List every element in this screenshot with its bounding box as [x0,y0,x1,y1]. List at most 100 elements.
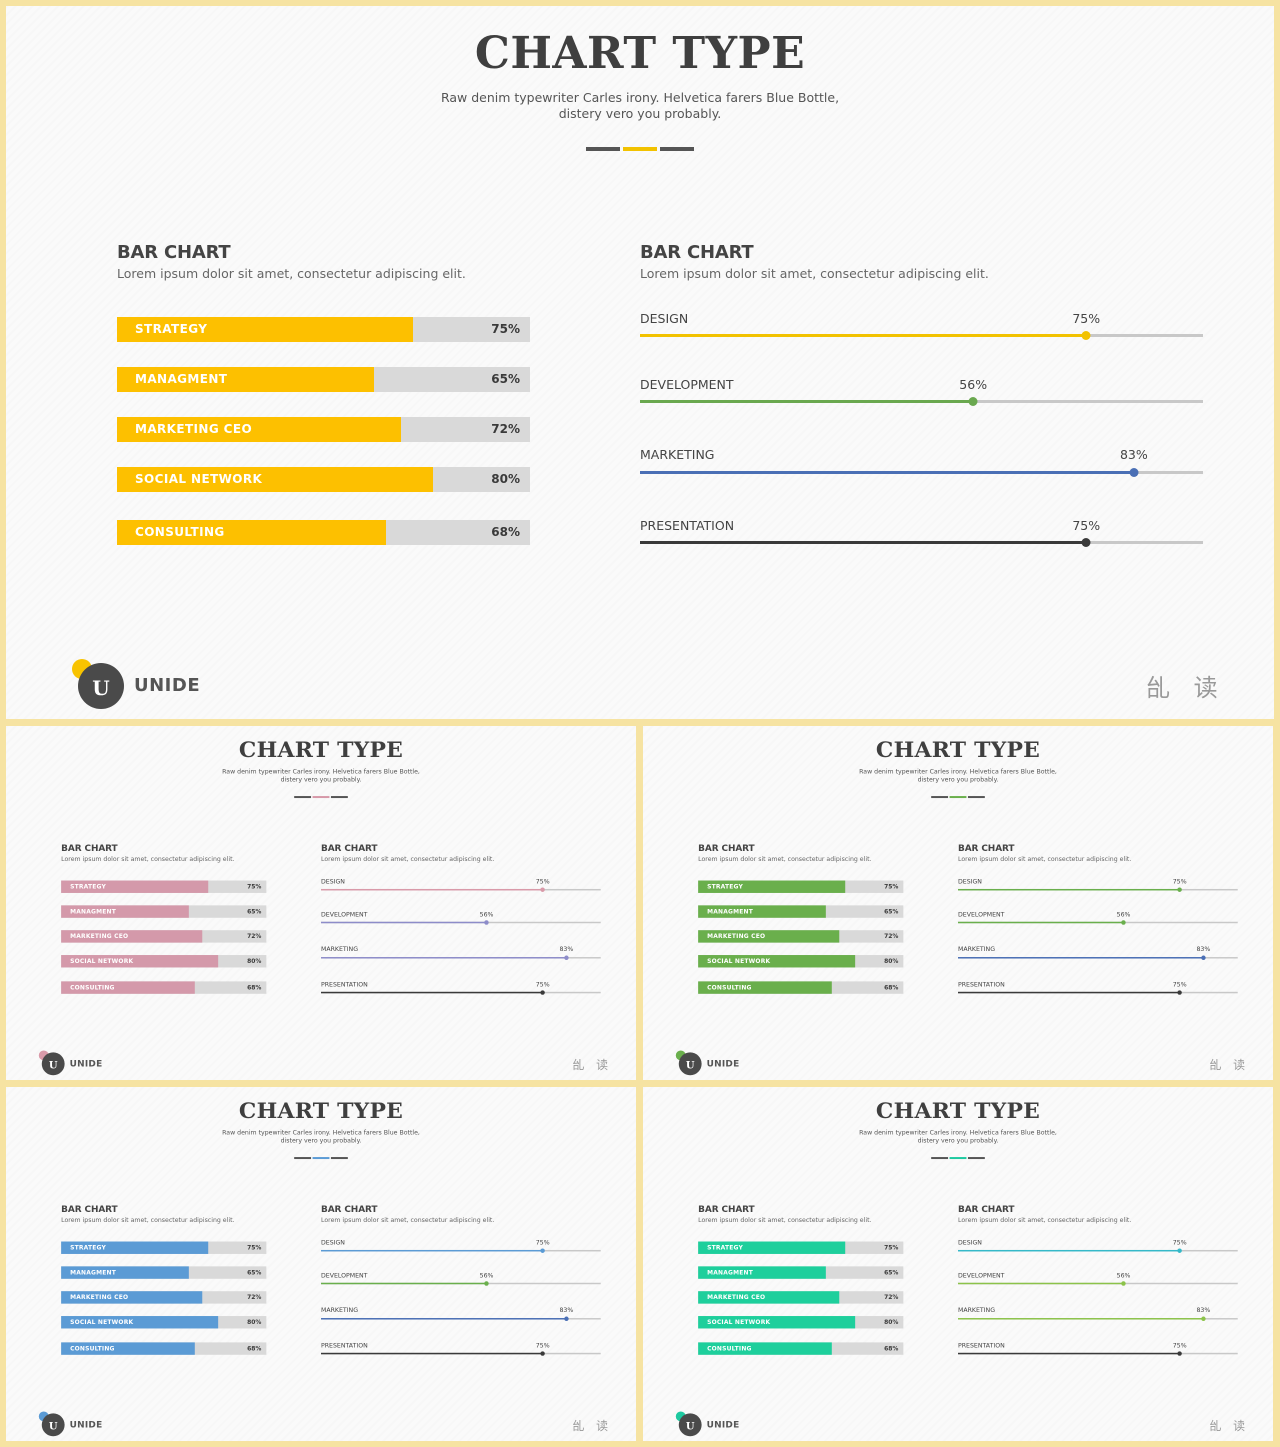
bar-label: SOCIAL NETWORK [707,1318,771,1326]
slider-label: DEVELOPMENT [321,910,368,918]
slider-track [640,397,1203,406]
bar-value-label: 68% [491,525,520,539]
slider-handle [1177,990,1182,995]
slider-handle [540,1351,545,1356]
bar [698,1266,826,1279]
divider-segment [586,147,620,151]
divider-segment [330,796,348,799]
left-panel-desc: Lorem ipsum dolor sit amet, consectetur … [61,1216,235,1224]
bar-track: MANAGMENT 65% [698,905,904,918]
slider-handle [1129,468,1139,477]
bar-value-label: 80% [884,957,899,965]
slider-label: DESIGN [640,311,689,326]
slider-fill [321,921,487,924]
slide-canvas: CHART TYPE Raw denim typewriter Carles ir… [6,6,1274,719]
slider-track [321,1248,601,1253]
slider-fill [321,888,543,891]
divider-segment [931,1157,949,1160]
bar-track: STRATEGY 75% [61,1241,267,1254]
slider-track [321,1351,601,1356]
bar-value-label: 80% [884,1318,899,1326]
slider-label: DEVELOPMENT [958,1271,1005,1279]
brand-name: UNIDE [706,1058,740,1069]
bar-value-label: 80% [247,1318,262,1326]
bar [61,930,203,943]
slider-fill [321,1249,543,1252]
bar-value-label: 68% [884,1344,899,1352]
logo-icon: U [678,1413,702,1437]
slider-track [958,920,1238,925]
slider-value-label: 75% [1172,877,1187,885]
slide-4: CHART TYPE Raw denim typewriter Carles ir… [6,1087,636,1441]
bar-value-label: 68% [247,983,262,991]
bar-track: MANAGMENT 65% [61,905,267,918]
slider-handle [540,887,545,892]
slider-label: DEVELOPMENT [958,910,1005,918]
left-panel-title: BAR CHART [61,1204,118,1215]
signature-text: 乨 读 [572,1057,612,1072]
bar-track: MANAGMENT 65% [117,367,530,392]
left-panel-title: BAR CHART [117,242,231,263]
bar-value-label: 72% [247,932,262,940]
bar-track: MARKETING CEO 72% [61,930,267,943]
divider-segment [967,796,985,799]
right-panel-title: BAR CHART [640,242,754,263]
slider-handle [540,990,545,995]
right-panel-desc: Lorem ipsum dolor sit amet, consectetur … [640,266,989,281]
slider-fill [640,541,1087,544]
bar-value-label: 68% [884,983,899,991]
slider-handle [564,955,569,961]
slide-canvas: CHART TYPE Raw denim typewriter Carles ir… [6,726,636,1080]
right-panel-desc: Lorem ipsum dolor sit amet, consectetur … [321,1216,495,1224]
bar [61,1266,189,1279]
bar-track: MANAGMENT 65% [698,1266,904,1279]
slider-handle [1121,920,1126,925]
bar-track: MARKETING CEO 72% [61,1291,267,1304]
bar-value-label: 65% [884,907,899,915]
slider-label: MARKETING [958,1306,996,1314]
bar-value-label: 72% [247,1293,262,1301]
bar [698,1342,832,1355]
slider-handle [564,1316,569,1322]
slider-label: DEVELOPMENT [321,1271,368,1279]
slider-handle [1121,1281,1126,1286]
bar-track: CONSULTING 68% [61,981,267,994]
slider-fill [321,1318,567,1320]
bar [61,955,219,968]
slider-value-label: 83% [1196,945,1211,953]
slider-handle [484,1281,489,1286]
divider-segment [949,1157,967,1160]
bar-label: CONSULTING [707,1344,752,1352]
slider-handle [484,920,489,925]
subtitle-line-1: Raw denim typewriter Carles irony. Helve… [859,767,1057,776]
bar-label: MARKETING CEO [70,1293,129,1301]
slide-2: CHART TYPE Raw denim typewriter Carles ir… [6,726,636,1080]
slider-fill [321,957,567,959]
bar [61,1342,195,1355]
slider-track [321,1281,601,1286]
slider-value-label: 83% [559,1306,574,1314]
slider-fill [958,1249,1180,1252]
left-panel-desc: Lorem ipsum dolor sit amet, consectetur … [117,266,466,281]
bar-label: MARKETING CEO [707,1293,766,1301]
bar-label: STRATEGY [70,1244,107,1251]
brand-name: UNIDE [706,1419,740,1430]
bar [117,417,402,442]
bar [61,1316,219,1329]
right-panel-desc: Lorem ipsum dolor sit amet, consectetur … [321,855,495,863]
bar-track: SOCIAL NETWORK 80% [698,955,904,968]
slider-fill [321,991,543,994]
page-title: CHART TYPE [238,1097,404,1124]
slider-label: DESIGN [321,1238,345,1246]
divider-segment [294,1157,312,1160]
divider-segment [330,1157,348,1160]
bar-track: MARKETING CEO 72% [117,417,530,442]
left-panel-desc: Lorem ipsum dolor sit amet, consectetur … [61,855,235,863]
bar-value-label: 75% [884,883,899,890]
right-panel-title: BAR CHART [958,843,1015,854]
slider-label: MARKETING [640,447,715,462]
page-subtitle: Raw denim typewriter Carles irony. Helve… [197,1129,445,1145]
slider-track [321,990,601,995]
subtitle-line-2: distery vero you probably. [280,1136,362,1145]
divider-segment [294,796,312,799]
